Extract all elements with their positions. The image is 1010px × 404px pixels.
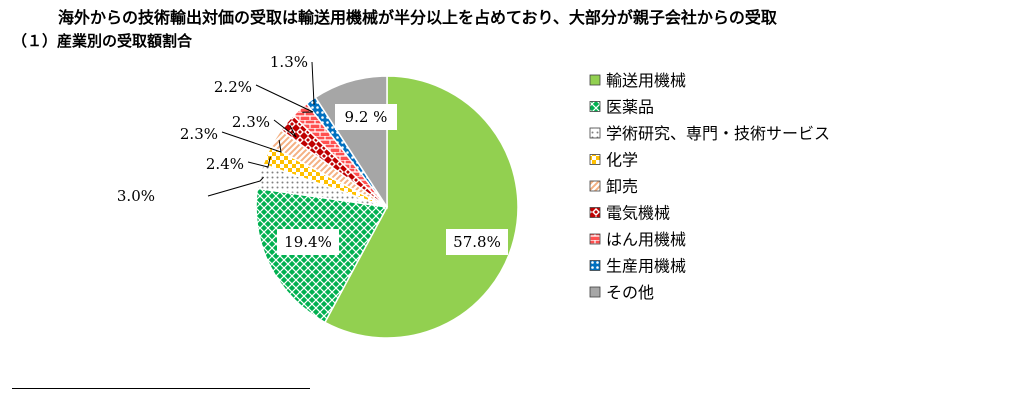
legend-swatch-research [589,127,601,139]
slice-label-electrical-leader [273,119,297,138]
slice-label-chemical-leader [247,156,271,168]
slice-label-pharma-box [277,229,339,255]
legend-swatch-production-machinery [589,260,601,271]
slice-label-general-machinery-leader [255,84,314,113]
legend-label-transport: 輸送用機械 [606,71,686,90]
slice-label-pharma: 19.4% [284,233,332,251]
legend-label-other: その他 [606,283,654,302]
legend-label-electrical: 電気機械 [606,204,670,223]
legend-swatch-wholesale [589,180,601,192]
slice-label-wholesale-leader [221,131,282,153]
legend-swatch-general-machinery [589,233,601,245]
legend-label-production-machinery: 生産用機械 [606,257,686,276]
slice-label-research-leader [207,176,264,197]
slice-label-research: 3.0% [117,187,155,205]
legend-swatch-pharma [589,101,601,112]
slice-label-other: 9.2 % [345,108,388,126]
chart-heading: 海外からの技術輸出対価の受取は輸送用機械が半分以上を占めており、大部分が親子会社… [58,8,777,27]
legend-label-research: 学術研究、専門・技術サービス [606,124,830,143]
legend-label-pharma: 医薬品 [606,98,654,117]
legend-label-chemical: 化学 [606,151,638,170]
footnote-rule [12,388,310,389]
legend-swatch-chemical [589,154,601,165]
slice-label-transport: 57.8% [453,233,501,251]
legend-label-wholesale: 卸売 [606,177,638,196]
pie-slice-transport [323,75,519,339]
slice-label-wholesale: 2.3% [180,125,218,143]
slice-label-general-machinery: 2.2% [214,78,252,96]
legend-swatch-electrical [589,207,601,218]
slice-label-chemical: 2.4% [206,155,244,173]
legend-swatch-other [589,286,601,298]
legend-label-general-machinery: はん用機械 [606,230,686,249]
slice-label-transport-box [446,229,508,255]
chart-subheading: （１）産業別の受取額割合 [12,32,193,50]
slice-label-production-machinery: 1.3% [270,53,308,71]
legend-swatch-transport [589,74,601,86]
slice-label-electrical: 2.3% [232,113,270,131]
slice-label-other-box [335,104,397,130]
slice-label-production-machinery-leader [311,61,315,105]
pie-slice-pharma [255,187,389,324]
